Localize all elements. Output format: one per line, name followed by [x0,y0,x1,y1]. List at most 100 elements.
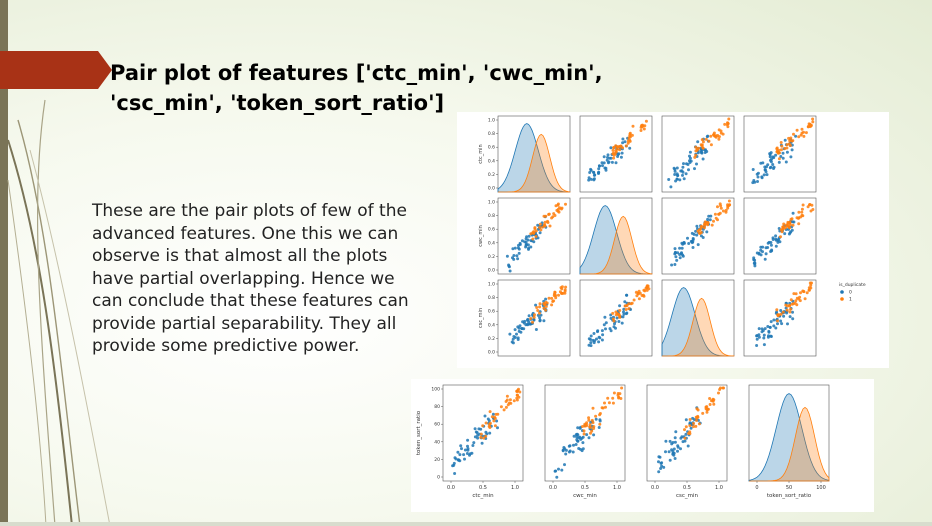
cell-csc_min-cwc_min-frame [579,279,653,357]
cell-cwc_min-csc_min-point [678,256,682,260]
cell-ctc_min-token_sort_ratio-point [808,125,812,129]
cell-csc_min-cwc_min-point [623,304,627,308]
cell-token_sort_ratio-csc_min-point [676,449,679,453]
cell-token_sort_ratio-ctc_min-point [490,415,494,419]
cell-cwc_min-token_sort_ratio-point [752,256,756,260]
cell-cwc_min-token_sort_ratio-point [791,223,795,227]
cell-token_sort_ratio-cwc_min-point [587,436,591,440]
cell-token_sort_ratio-cwc_min-point [611,396,615,400]
cell-cwc_min-token_sort_ratio-point [790,228,794,232]
cell-ctc_min-token_sort_ratio-point [756,175,760,179]
cell-cwc_min-ctc_min-point [532,231,536,235]
cell-token_sort_ratio-token_sort_ratio-xtick-label: 50 [786,485,792,491]
x-axis-label-token_sort_ratio: token_sort_ratio [767,493,812,499]
cell-ctc_min-cwc_min-point [592,170,596,174]
slide-body-text: These are the pair plots of few of the a… [92,201,409,356]
cell-cwc_min-ctc_min-point [526,243,530,247]
cell-token_sort_ratio-cwc_min-point [557,467,560,471]
cell-csc_min-token_sort_ratio-point [794,292,798,296]
cell-token_sort_ratio-ctc_min-point [505,398,509,402]
cell-ctc_min-csc_min-point [727,117,731,121]
cell-token_sort_ratio-csc_min-xtick-label: 0.5 [683,485,691,491]
cell-ctc_min-csc_min-point [707,139,711,143]
cell-cwc_min-ctc_min-point [524,237,528,241]
cell-csc_min-token_sort_ratio-point [776,313,780,317]
cell-token_sort_ratio-ctc_min-point [515,393,519,397]
cell-cwc_min-csc_min-point [700,224,703,228]
cell-csc_min-ctc_min-point [543,303,547,307]
row-2-ytick-label: 0.6 [488,309,495,315]
cell-csc_min-cwc_min-point [617,320,621,323]
cell-csc_min-ctc_min-point [537,311,541,315]
row-0-ytick-label: 0.4 [488,158,495,164]
cell-token_sort_ratio-ctc_min-point [509,401,513,405]
cell-cwc_min-token_sort_ratio-point [800,210,804,214]
cell-csc_min-ctc_min-point [523,319,527,323]
x-axis-label-cwc_min: cwc_min [573,493,597,499]
cell-token_sort_ratio-csc_min-point [718,388,722,391]
cell-ctc_min-token_sort_ratio-point [772,165,776,169]
cell-token_sort_ratio-ctc_min-point [493,415,497,419]
cell-ctc_min-token_sort_ratio-point [765,173,769,177]
cell-csc_min-ctc_min-point [557,293,560,297]
legend-title: is_duplicate [839,282,866,288]
cell-ctc_min-cwc_min-point [619,155,623,159]
cell-cwc_min-token_sort_ratio-point [753,262,757,266]
row-2-ytick-label: 0.4 [488,322,495,328]
cell-csc_min-token_sort_ratio-point [791,317,795,321]
cell-token_sort_ratio-cwc_min-point [581,425,584,428]
cell-csc_min-token_sort_ratio-point [769,334,773,338]
row-2-ytick-label: 0.8 [488,295,495,301]
row-3-ytick-label: 60 [434,422,440,428]
cell-csc_min-token_sort_ratio-point [784,303,788,307]
cell-cwc_min-token_sort_ratio-point [759,245,763,249]
cell-cwc_min-token_sort_ratio-point [811,208,815,211]
cell-csc_min-token_sort_ratio-point [782,314,786,318]
cell-token_sort_ratio-csc_min-point [688,418,692,421]
cell-ctc_min-token_sort_ratio-point [777,160,781,164]
cell-cwc_min-csc_min-point [675,258,679,262]
cell-cwc_min-csc_min-point [713,212,717,216]
cell-token_sort_ratio-cwc_min-point [594,414,598,418]
cell-token_sort_ratio-cwc_min-point [585,433,589,437]
row-0-ytick-label: 0.2 [488,172,495,178]
pairplot-bottom-panel: token_sort_ratio 0 20 40 60 80 100 0.0 0.5 1.0 ctc… [411,379,874,512]
cell-ctc_min-cwc_min-frame [579,115,653,193]
cell-cwc_min-ctc_min-point [541,225,545,229]
cell-token_sort_ratio-csc_min-point [712,398,716,402]
cell-csc_min-token_sort_ratio-point [775,308,779,312]
cell-cwc_min-csc_min-point [673,247,677,251]
cell-ctc_min-csc_min-point [682,177,686,181]
cell-cwc_min-ctc_min-point [517,247,521,251]
cell-cwc_min-token_sort_ratio-point [763,257,767,261]
cell-token_sort_ratio-csc_min-point [657,470,661,474]
cell-csc_min-ctc_min-point [544,300,548,304]
cell-token_sort_ratio-ctc_min-point [475,431,479,435]
cell-token_sort_ratio-ctc_min-point [518,390,522,394]
cell-cwc_min-ctc_min-point [517,251,521,255]
cell-cwc_min-csc_min-point [678,246,682,250]
cell-csc_min-cwc_min-point [641,293,645,297]
cell-csc_min-ctc_min-point [529,317,533,320]
x-axis-label-csc_min: csc_min [676,493,699,499]
row-3-ytick-label: 80 [434,404,440,410]
cell-cwc_min-token_sort_ratio-point [791,211,795,215]
cell-csc_min-ctc_min-point [533,313,536,317]
cell-token_sort_ratio-csc_min-point [683,428,686,432]
cell-ctc_min-token_sort_ratio-point [781,156,785,160]
cell-token_sort_ratio-cwc_min-point [577,436,581,440]
cell-token_sort_ratio-csc_min-point [672,447,676,451]
cell-ctc_min-cwc_min-point [609,146,613,150]
cell-ctc_min-cwc_min-point [602,155,606,159]
cell-token_sort_ratio-csc_min-point [706,407,710,411]
cell-token_sort_ratio-ctc_min-point [479,432,483,436]
cell-token_sort_ratio-csc_min-point [697,422,701,426]
cell-csc_min-cwc_min-point [609,329,613,333]
cell-csc_min-ctc_min-point [531,320,534,324]
cell-ctc_min-cwc_min-point [619,144,623,148]
cell-cwc_min-ctc_min-point [518,243,522,246]
cell-csc_min-cwc_min-point [625,293,628,297]
cell-token_sort_ratio-cwc_min-point [587,418,591,422]
cell-token_sort_ratio-cwc_min-point [603,401,606,405]
cell-cwc_min-csc_min-point [712,219,715,223]
